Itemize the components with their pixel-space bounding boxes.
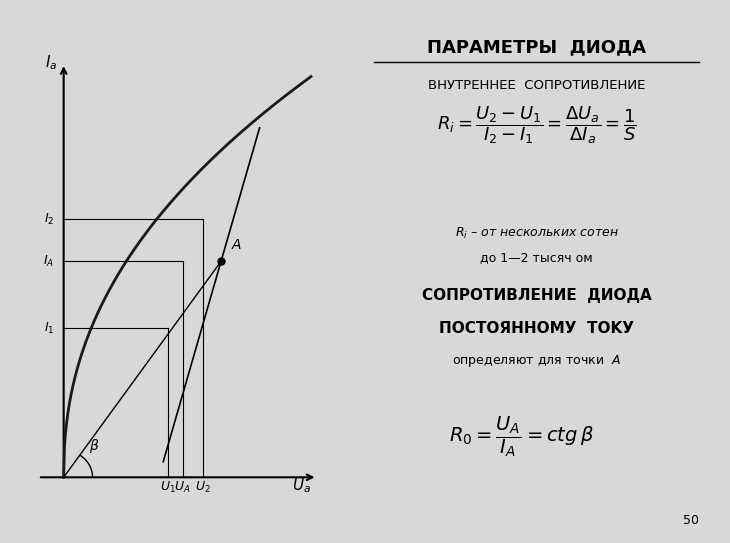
Text: $I_1$: $I_1$ <box>44 320 54 336</box>
Text: $\beta$: $\beta$ <box>89 437 99 455</box>
Text: $U_1$: $U_1$ <box>160 480 176 495</box>
Text: до 1—2 тысяч ом: до 1—2 тысяч ом <box>480 251 593 264</box>
Text: ПАРАМЕТРЫ  ДИОДА: ПАРАМЕТРЫ ДИОДА <box>427 38 646 56</box>
Text: $I_a$: $I_a$ <box>45 53 57 72</box>
Text: определяют для точки  $A$: определяют для точки $A$ <box>452 353 621 369</box>
Text: $R_i$ – от нескольких сотен: $R_i$ – от нескольких сотен <box>455 226 618 241</box>
Text: СОПРОТИВЛЕНИЕ  ДИОДА: СОПРОТИВЛЕНИЕ ДИОДА <box>422 288 651 304</box>
Text: $R_0=\dfrac{U_A}{I_A}=ctg\,\beta$: $R_0=\dfrac{U_A}{I_A}=ctg\,\beta$ <box>448 415 593 459</box>
Text: $R_i=\dfrac{U_2-U_1}{I_2-I_1}=\dfrac{\Delta U_a}{\Delta I_a}=\dfrac{1}{S}$: $R_i=\dfrac{U_2-U_1}{I_2-I_1}=\dfrac{\De… <box>437 104 637 146</box>
Text: $U_a$: $U_a$ <box>292 476 311 495</box>
Text: 50: 50 <box>683 514 699 527</box>
Text: ВНУТРЕННЕЕ  СОПРОТИВЛЕНИЕ: ВНУТРЕННЕЕ СОПРОТИВЛЕНИЕ <box>428 79 645 92</box>
Text: $A$: $A$ <box>231 238 242 252</box>
Text: $U_A$: $U_A$ <box>174 480 191 495</box>
Text: ПОСТОЯННОМУ  ТОKУ: ПОСТОЯННОМУ ТОKУ <box>439 321 634 336</box>
Text: $I_2$: $I_2$ <box>44 211 54 226</box>
Text: $I_A$: $I_A$ <box>43 254 54 269</box>
Text: $U_2$: $U_2$ <box>196 480 211 495</box>
